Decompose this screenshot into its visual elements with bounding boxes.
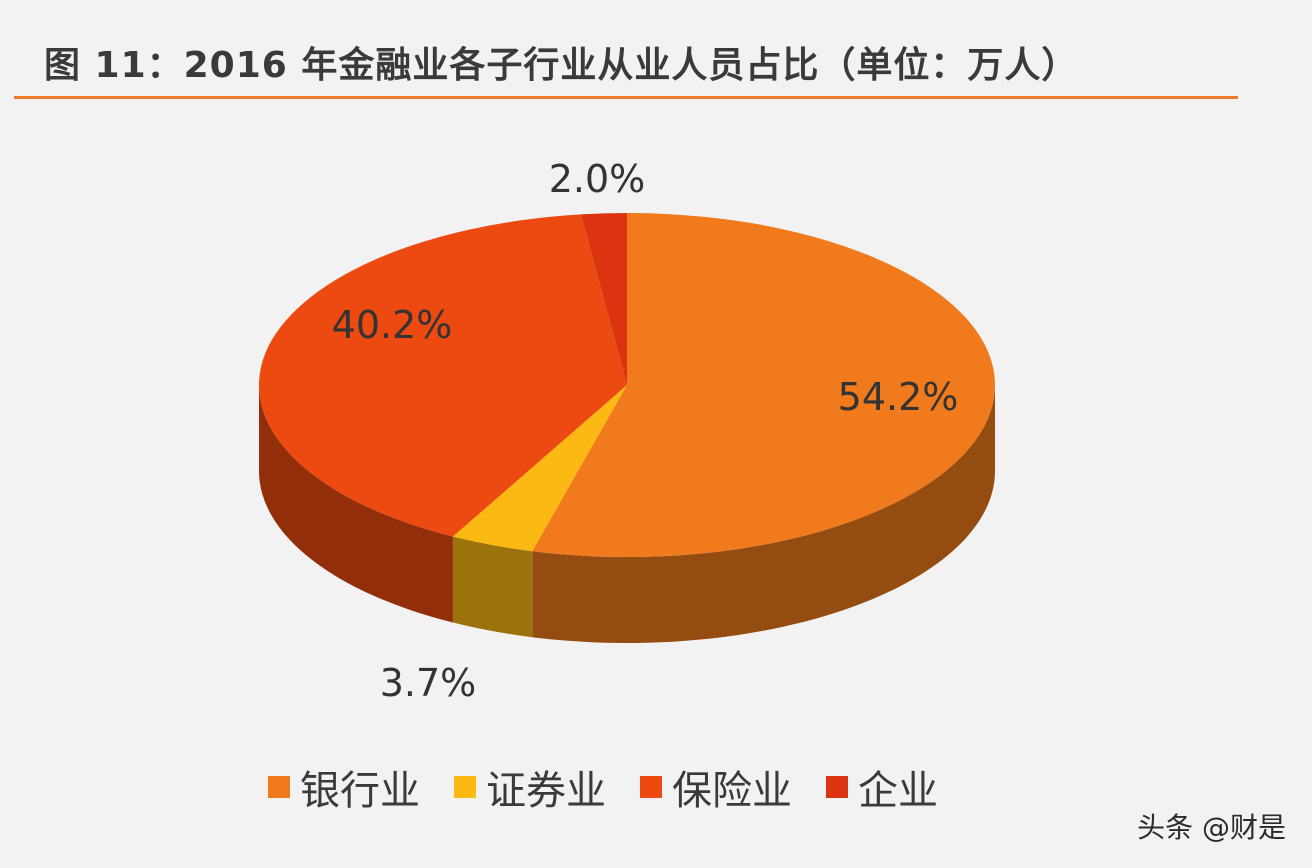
chart-legend: 银行业 证券业 保险业 企业 <box>268 758 972 816</box>
data-label-banking: 54.2% <box>838 375 959 419</box>
watermark: 头条 @财是 <box>1137 811 1286 844</box>
title-underline <box>14 96 1238 99</box>
legend-label-banking: 银行业 <box>300 768 420 814</box>
chart-title: 图 11：2016 年金融业各子行业从业人员占比（单位：万人） <box>44 45 1079 86</box>
legend-item-securities: 证券业 <box>454 758 606 816</box>
legend-swatch-securities <box>454 776 476 798</box>
legend-item-other: 企业 <box>826 758 938 816</box>
pie-side-securities <box>452 536 533 638</box>
legend-swatch-banking <box>268 776 290 798</box>
pie-side-insurance <box>259 385 453 623</box>
legend-label-securities: 证券业 <box>486 768 606 814</box>
legend-item-insurance: 保险业 <box>640 758 792 816</box>
legend-item-banking: 银行业 <box>268 758 420 816</box>
data-label-securities: 3.7% <box>380 661 477 705</box>
pie-slice-insurance <box>258 214 627 537</box>
pie-slice-banking <box>532 213 995 557</box>
data-label-insurance: 40.2% <box>332 303 453 347</box>
pie-slice-securities <box>452 385 627 552</box>
data-label-other: 2.0% <box>549 157 646 201</box>
legend-swatch-other <box>826 776 848 798</box>
legend-label-insurance: 保险业 <box>672 768 792 814</box>
pie-slice-other <box>580 213 627 385</box>
pie-side-banking <box>532 385 995 643</box>
legend-label-other: 企业 <box>858 768 938 814</box>
legend-swatch-insurance <box>640 776 662 798</box>
